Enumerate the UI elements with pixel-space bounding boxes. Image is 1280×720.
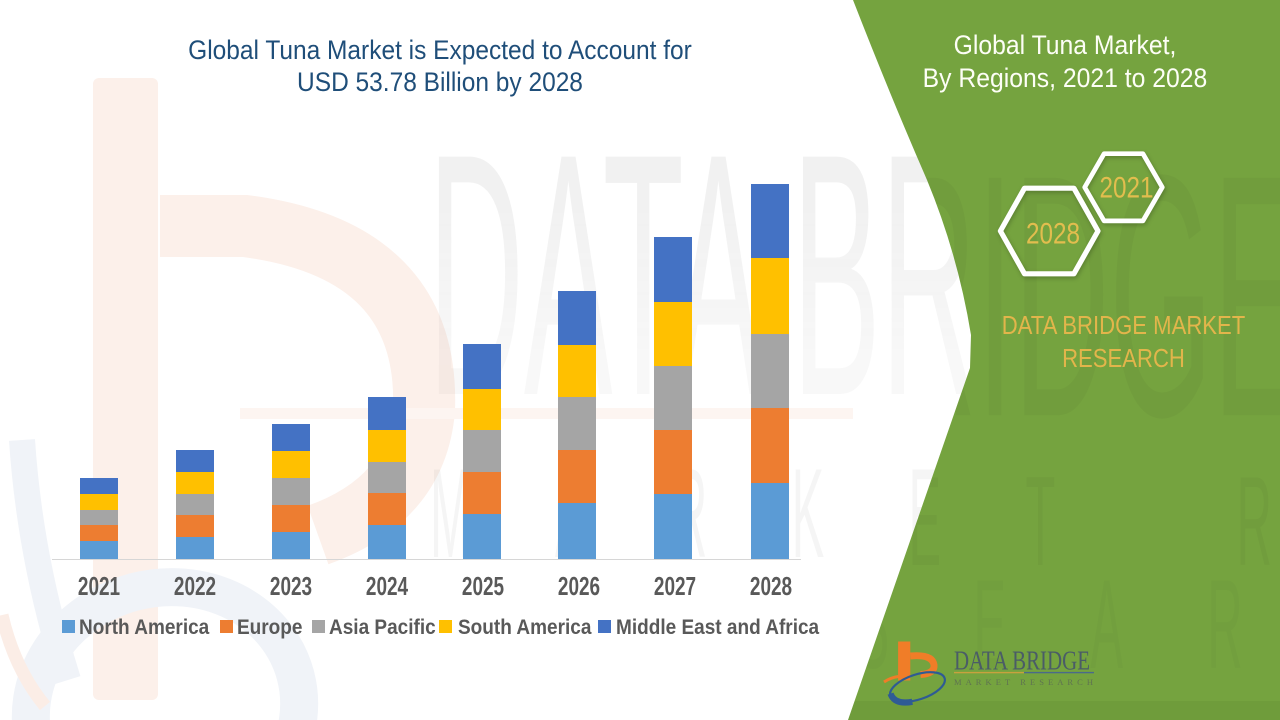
svg-text:2021: 2021 <box>1100 171 1154 204</box>
svg-text:MARKET RESEARCH: MARKET RESEARCH <box>954 677 1093 687</box>
svg-text:2028: 2028 <box>1026 217 1080 250</box>
svg-text:DATA BRIDGE: DATA BRIDGE <box>954 645 1090 675</box>
